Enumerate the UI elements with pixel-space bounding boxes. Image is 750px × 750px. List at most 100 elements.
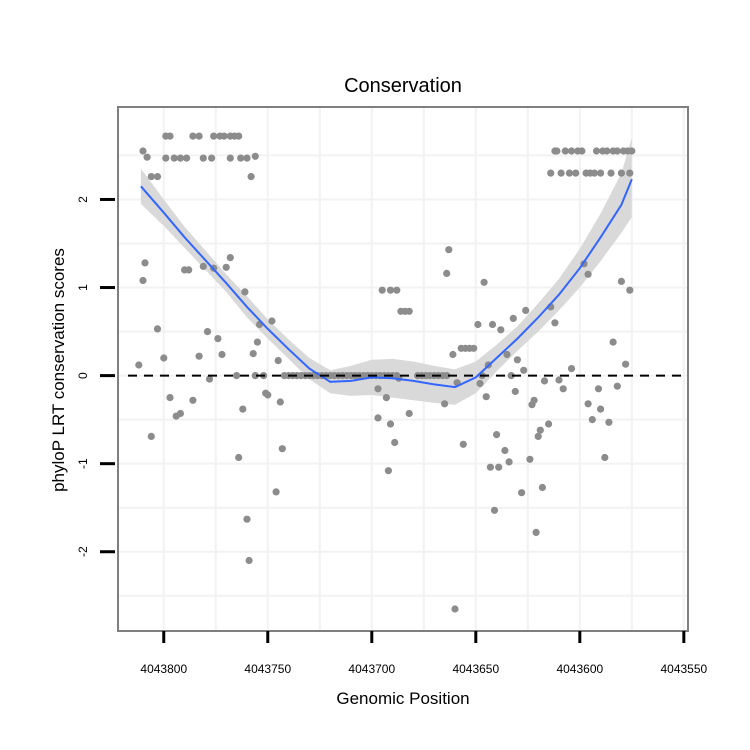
data-point — [203, 328, 212, 336]
data-point — [597, 405, 605, 413]
data-point — [441, 400, 449, 408]
data-point — [233, 372, 241, 380]
data-point — [605, 418, 613, 426]
data-point — [237, 154, 245, 162]
data-point — [578, 147, 586, 155]
data-point — [378, 286, 386, 294]
data-point — [540, 377, 549, 385]
data-point — [153, 325, 162, 333]
data-point — [536, 426, 544, 434]
data-point — [470, 344, 478, 352]
data-point — [449, 350, 457, 359]
data-point — [628, 147, 636, 155]
data-point — [509, 314, 517, 322]
y-tick-label: 2 — [76, 196, 90, 203]
data-point — [592, 147, 601, 155]
smooth-line — [140, 178, 633, 389]
data-point — [557, 169, 565, 177]
data-point — [241, 288, 249, 296]
data-point — [486, 463, 494, 471]
data-points-layer — [135, 132, 636, 613]
confidence-ribbon-layer — [140, 137, 632, 405]
x-axis-title: Genomic Position — [336, 689, 469, 708]
data-point — [235, 132, 243, 140]
data-point — [511, 387, 519, 396]
data-point — [530, 396, 538, 404]
data-point — [534, 432, 542, 440]
data-point — [274, 357, 282, 365]
data-point — [162, 154, 170, 162]
data-point — [170, 154, 178, 162]
data-point — [501, 446, 509, 455]
x-tick-label: 4043600 — [556, 662, 603, 676]
data-point — [559, 385, 567, 393]
data-point — [594, 385, 603, 393]
data-point — [195, 352, 203, 360]
data-point — [503, 350, 511, 359]
data-point — [185, 266, 193, 274]
data-point — [538, 483, 547, 492]
data-point — [601, 453, 609, 462]
data-point — [199, 154, 207, 162]
data-point — [490, 506, 499, 514]
data-point — [497, 326, 505, 334]
data-point — [253, 338, 261, 346]
confidence-ribbon — [140, 137, 632, 405]
data-point — [189, 132, 197, 140]
data-point — [565, 169, 574, 177]
data-point — [247, 173, 255, 181]
data-point — [597, 169, 605, 177]
data-point — [272, 488, 280, 496]
data-point — [393, 286, 401, 294]
data-point — [482, 393, 490, 401]
data-point — [160, 354, 168, 362]
x-axis: 4043800 4043750 4043700 4043650 4043600 40435… — [140, 631, 708, 676]
data-point — [505, 458, 513, 466]
data-point — [603, 147, 611, 155]
data-point — [526, 455, 534, 463]
y-tick-label: -1 — [76, 458, 90, 469]
data-point — [251, 372, 259, 380]
data-point — [135, 361, 143, 369]
data-point — [245, 556, 253, 565]
data-point — [495, 463, 503, 471]
data-point — [480, 278, 488, 286]
data-point — [264, 391, 272, 399]
y-tick-label: -2 — [76, 546, 90, 557]
data-point — [384, 467, 392, 475]
data-point — [617, 277, 626, 285]
data-point — [626, 286, 634, 294]
data-point — [147, 173, 155, 181]
data-point — [166, 132, 174, 140]
data-point — [183, 154, 191, 162]
panel-border — [117, 106, 689, 632]
data-point — [584, 270, 592, 278]
data-point — [443, 372, 451, 380]
data-point — [545, 420, 553, 428]
data-point — [405, 307, 413, 315]
data-point — [459, 440, 467, 448]
data-point — [251, 152, 259, 160]
data-point — [590, 169, 599, 177]
data-point — [195, 132, 203, 140]
data-point — [584, 400, 592, 408]
data-point — [513, 356, 522, 364]
data-point — [176, 154, 184, 162]
y-tick-label: 0 — [76, 372, 90, 379]
data-point — [547, 169, 555, 177]
data-point — [617, 169, 626, 177]
data-point — [622, 360, 630, 368]
data-point — [374, 385, 382, 393]
data-point — [443, 269, 451, 277]
x-tick-label: 4043550 — [660, 662, 707, 676]
data-point — [507, 372, 515, 380]
y-axis: -2 -1 0 1 2 — [76, 196, 115, 557]
data-point — [249, 350, 257, 358]
data-point — [518, 489, 526, 497]
data-point — [445, 246, 453, 254]
data-point — [147, 432, 155, 440]
data-point — [386, 286, 395, 294]
data-point — [474, 320, 482, 329]
data-point — [222, 263, 230, 271]
